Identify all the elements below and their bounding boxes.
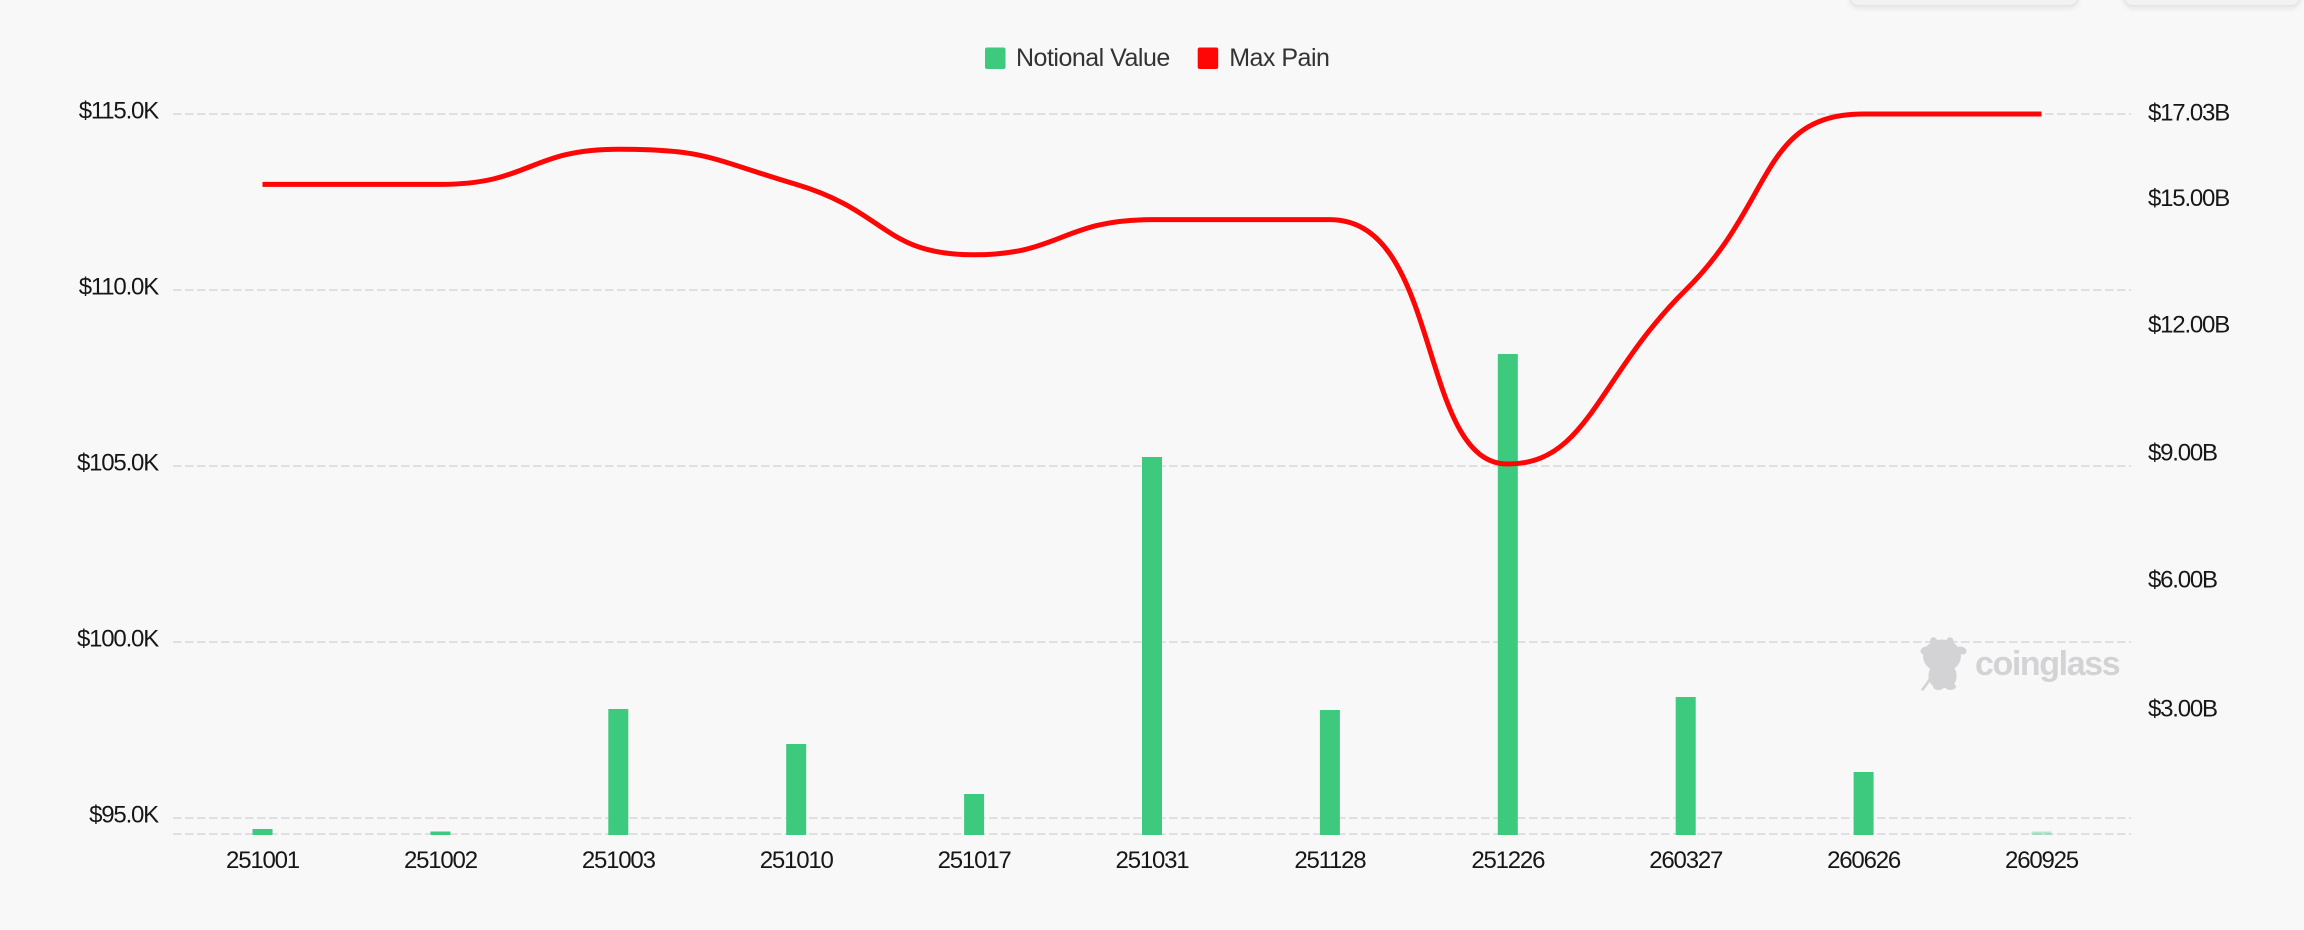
svg-text:Notional Value: Notional Value: [1016, 44, 1170, 72]
svg-text:$12.00B: $12.00B: [2148, 312, 2229, 339]
svg-text:$15.00B: $15.00B: [2148, 185, 2229, 212]
svg-text:260626: 260626: [1827, 847, 1901, 874]
svg-text:$17.03B: $17.03B: [2148, 100, 2229, 127]
svg-text:251031: 251031: [1116, 847, 1190, 874]
svg-text:$100.0K: $100.0K: [77, 626, 159, 653]
svg-text:$95.0K: $95.0K: [89, 802, 159, 829]
svg-text:Max Pain: Max Pain: [1229, 44, 1329, 72]
svg-text:coinglass: coinglass: [1975, 645, 2120, 683]
svg-text:260925: 260925: [2005, 847, 2079, 874]
svg-text:$9.00B: $9.00B: [2148, 440, 2217, 467]
svg-text:260327: 260327: [1649, 847, 1723, 874]
svg-text:$3.00B: $3.00B: [2148, 696, 2217, 723]
svg-text:$105.0K: $105.0K: [77, 450, 159, 477]
svg-text:251128: 251128: [1294, 847, 1366, 874]
svg-text:$115.0K: $115.0K: [79, 98, 159, 125]
svg-text:251010: 251010: [760, 847, 834, 874]
svg-text:$6.00B: $6.00B: [2148, 567, 2217, 594]
svg-text:251002: 251002: [404, 847, 478, 874]
svg-text:251226: 251226: [1471, 847, 1545, 874]
svg-text:251003: 251003: [582, 847, 656, 874]
svg-text:251017: 251017: [938, 847, 1012, 874]
svg-text:251001: 251001: [226, 847, 300, 874]
svg-text:$110.0K: $110.0K: [79, 274, 159, 301]
